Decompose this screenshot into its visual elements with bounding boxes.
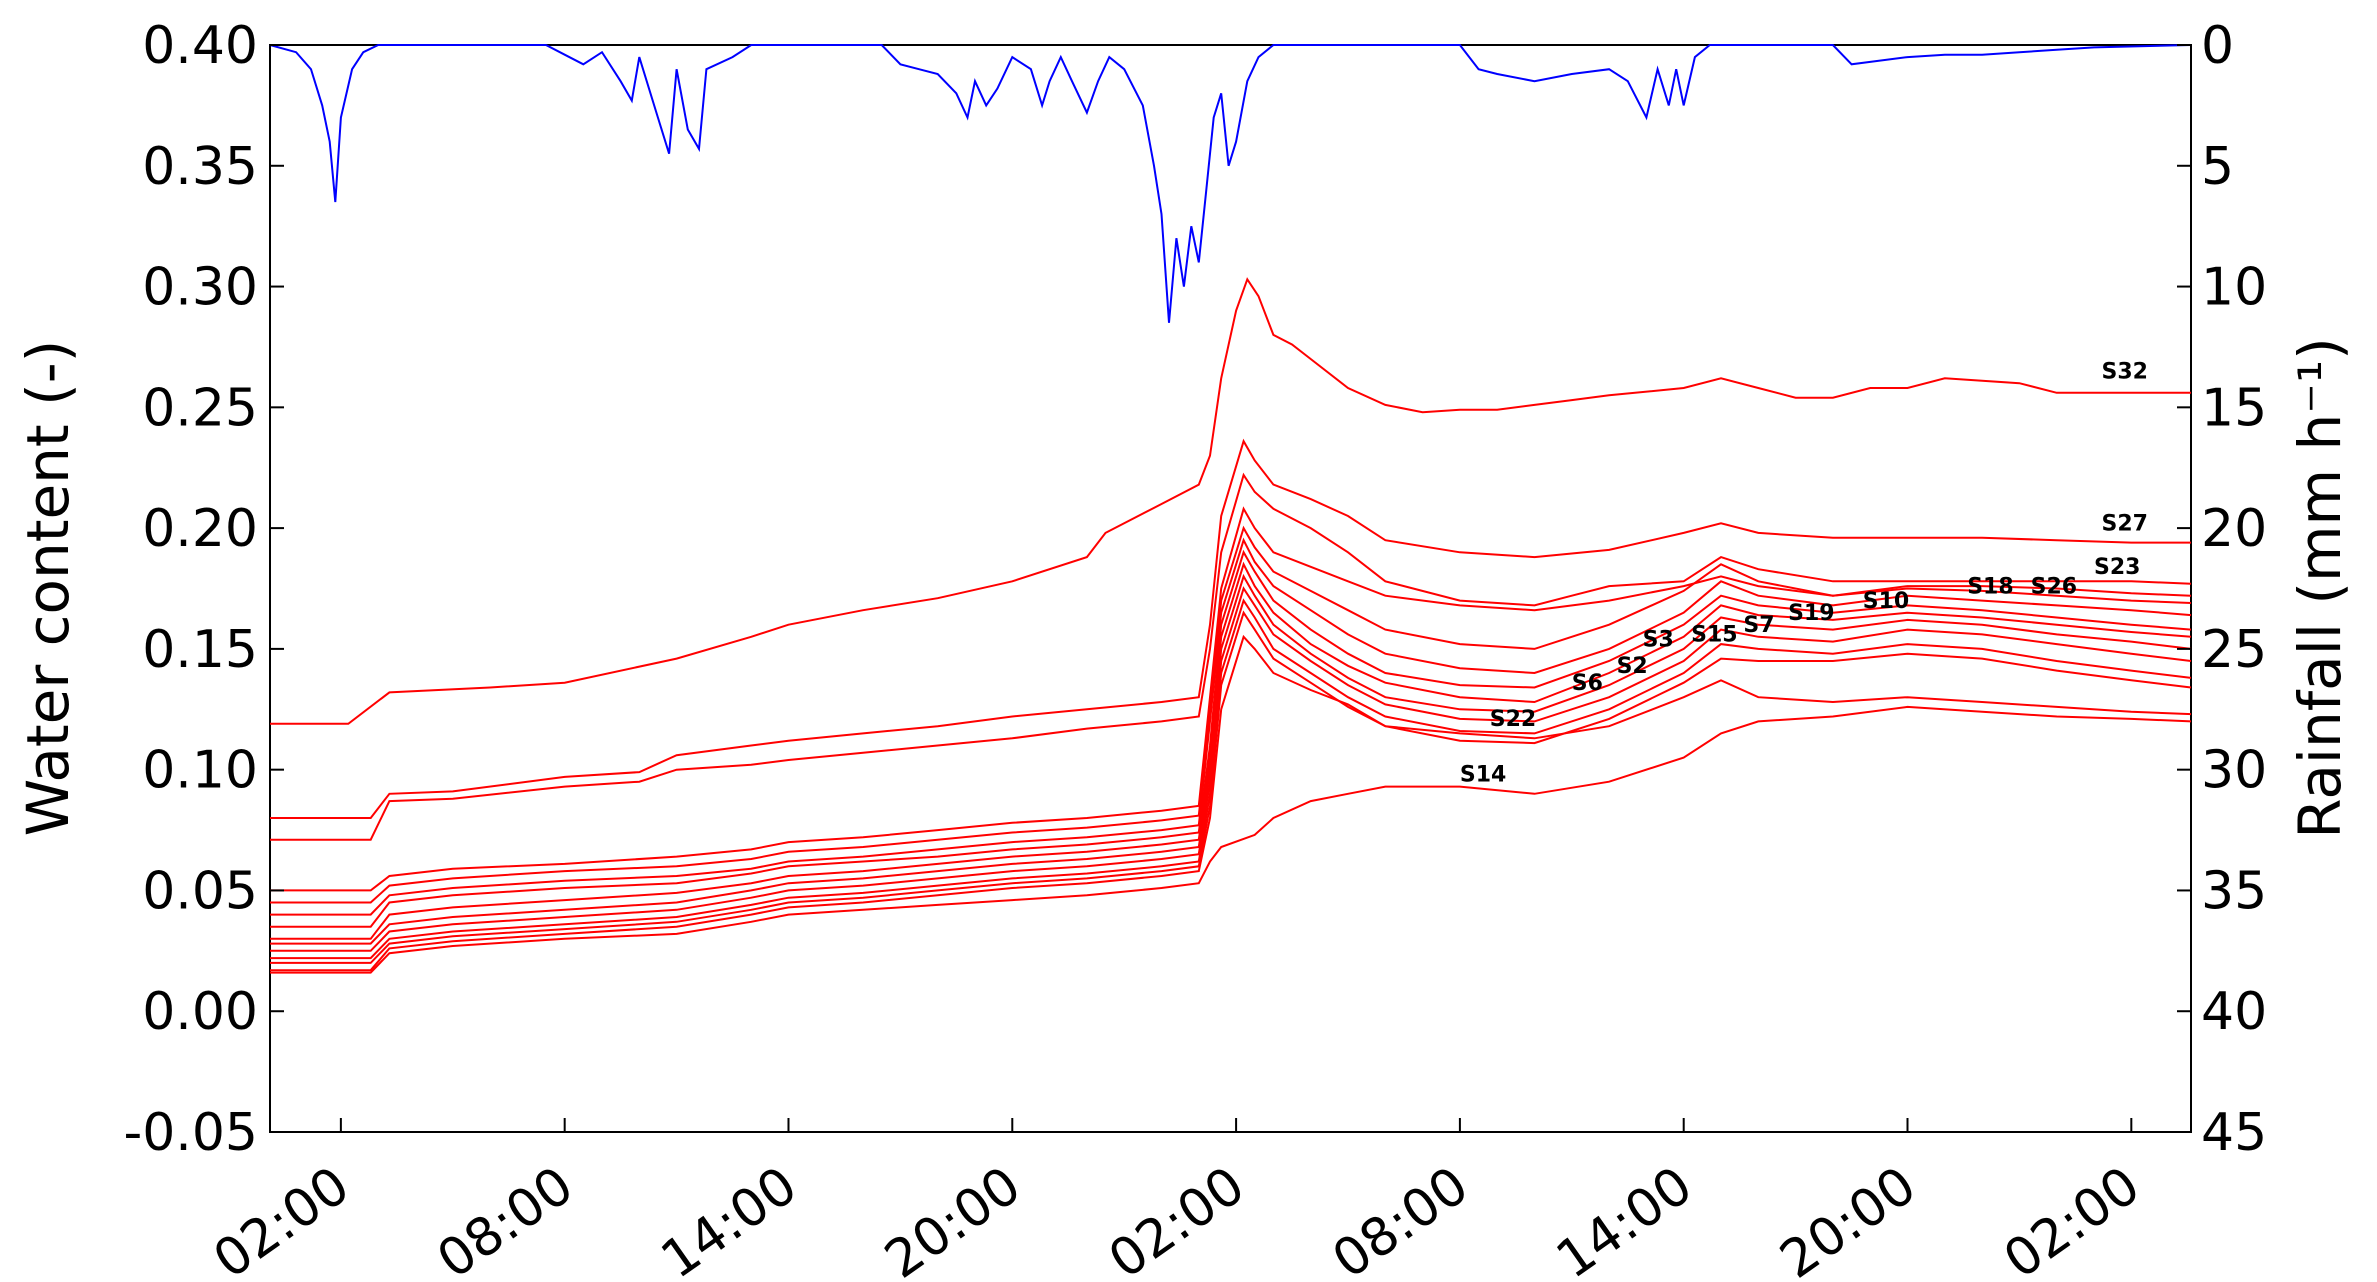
- series-label-s23: S23: [2094, 555, 2140, 580]
- y2-tick-label: 20: [2201, 499, 2267, 559]
- rainfall-series: [269, 44, 2192, 323]
- series-label-s15: S15: [1691, 623, 1737, 648]
- y2-axis-title: Rainfall (mm h⁻¹): [2286, 337, 2354, 838]
- series-line-s15: [270, 573, 2192, 945]
- x-tick-label: 08:00: [427, 1155, 584, 1282]
- series-label-s3: S3: [1643, 627, 1674, 652]
- series-line-s22: [270, 634, 2192, 972]
- y2-tick-label: 45: [2201, 1103, 2267, 1163]
- y2-tick-label: 25: [2201, 620, 2267, 680]
- series-line-s7: [270, 561, 2192, 940]
- series-line-s23: [270, 472, 2192, 841]
- plot-frame: [269, 44, 2192, 1133]
- series-line-s32: [270, 277, 2191, 725]
- water-content-series: [270, 277, 2192, 974]
- y2-tick-label: 0: [2201, 16, 2234, 76]
- y-tick-label: 0.20: [142, 499, 258, 559]
- series-line-s26: [270, 506, 2192, 892]
- x-tick-label: 02:00: [203, 1155, 360, 1282]
- rainfall-line: [269, 44, 2192, 323]
- series-label-s6: S6: [1572, 671, 1603, 696]
- y-tick-label: 0.15: [142, 620, 258, 680]
- y-tick-label: 0.35: [142, 137, 258, 197]
- series-label-s10: S10: [1863, 589, 1909, 614]
- series-line-s18: [270, 525, 2192, 904]
- y-tick-label: 0.05: [142, 861, 258, 921]
- y-tick-label: 0.10: [142, 741, 258, 801]
- y-tick-label: 0.30: [142, 258, 258, 318]
- x-tick-label: 02:00: [1994, 1155, 2151, 1282]
- series-line-s3: [270, 586, 2192, 952]
- y2-tick-label: 40: [2201, 982, 2267, 1042]
- series-label-s22: S22: [1490, 707, 1536, 732]
- axis-ticks: -0.05 0.00 0.05 0.10 0.15 0.20 0.25 0.30 0.35 0.4…: [123, 16, 2267, 1282]
- series-line-s19: [270, 549, 2192, 928]
- x-tick-label: 20:00: [875, 1155, 1032, 1282]
- y2-tick-label: 15: [2201, 378, 2267, 438]
- series-line-s27: [270, 438, 2191, 819]
- x-tick-label: 14:00: [1546, 1155, 1703, 1282]
- series-line-s10: [270, 537, 2192, 916]
- series-label-s27: S27: [2101, 512, 2147, 537]
- series-label-s2: S2: [1617, 654, 1648, 679]
- y-tick-label: -0.05: [123, 1103, 258, 1163]
- series-label-s14: S14: [1460, 763, 1506, 788]
- y-tick-label: 0.40: [142, 16, 258, 76]
- series-label-s26: S26: [2031, 574, 2077, 599]
- y2-tick-label: 35: [2201, 861, 2267, 921]
- x-tick-label: 08:00: [1322, 1155, 1479, 1282]
- y2-tick-label: 30: [2201, 741, 2267, 801]
- y-tick-label: 0.25: [142, 378, 258, 438]
- y-axis-title: Water content (-): [14, 340, 82, 837]
- x-tick-label: 14:00: [651, 1155, 808, 1282]
- series-label-s18: S18: [1967, 574, 2013, 599]
- y2-tick-label: 10: [2201, 258, 2267, 318]
- series-line-s14: [270, 705, 2192, 974]
- series-label-s7: S7: [1743, 613, 1774, 638]
- series-line-s2: [270, 598, 2192, 960]
- series-label-s19: S19: [1788, 601, 1834, 626]
- series-label-s32: S32: [2101, 359, 2147, 384]
- series-line-s6: [270, 610, 2192, 964]
- x-tick-label: 20:00: [1770, 1155, 1927, 1282]
- y2-tick-label: 5: [2201, 137, 2234, 197]
- x-tick-label: 02:00: [1098, 1155, 1255, 1282]
- y-tick-label: 0.00: [142, 982, 258, 1042]
